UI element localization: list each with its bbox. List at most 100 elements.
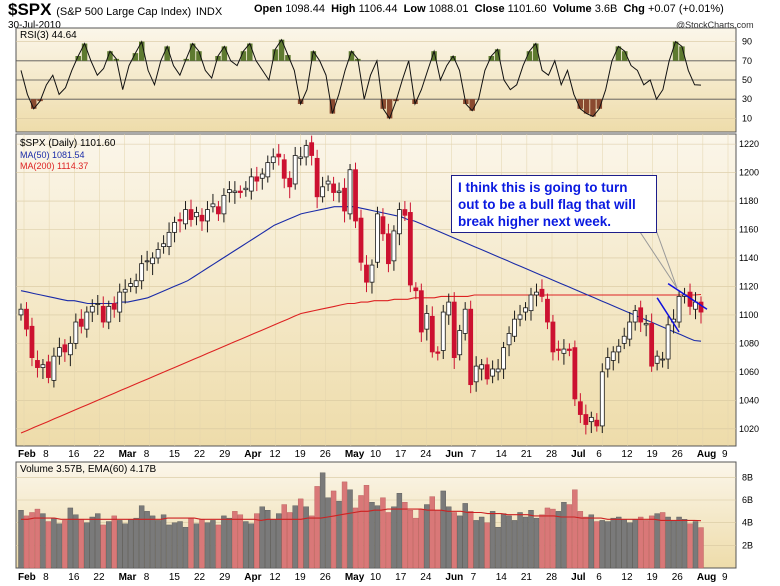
candle-body [375, 213, 380, 263]
volume-bar [29, 512, 35, 569]
x-tick-label: 17 [395, 572, 407, 583]
price-tick-label: 1160 [739, 225, 758, 235]
volume-bar [402, 502, 408, 569]
rsi-tick-label: 50 [742, 75, 752, 85]
candle-body [177, 219, 183, 222]
volume-bar [654, 513, 660, 569]
volume-bar [204, 522, 211, 569]
volume-bar [221, 515, 227, 569]
volume-bar [122, 523, 128, 569]
close-value: 1101.60 [507, 3, 547, 15]
candle-body [484, 364, 490, 380]
volume-bar [380, 497, 386, 569]
open-value: 1098.44 [285, 3, 325, 15]
volume-bar [330, 490, 337, 569]
volume-bar [133, 517, 139, 569]
volume-bar [182, 527, 189, 569]
candle-body [632, 310, 638, 323]
volume-bar [511, 520, 518, 569]
candle-body [276, 153, 282, 158]
volume-tick-label: 2B [742, 540, 753, 550]
volume-panel: 2B 4B 6B 8B Volume 3.57B, EMA(60) 4.17B Feb 8 1… [15, 461, 753, 583]
price-tick-label: 1120 [739, 281, 758, 291]
x-tick-label: 16 [68, 449, 80, 460]
price-tick-label: 1220 [739, 139, 759, 149]
volume-bar [336, 500, 342, 569]
x-tick-label: Feb [18, 449, 36, 460]
volume-bar [341, 481, 348, 569]
candle-body [237, 190, 243, 193]
volume-bar [435, 510, 441, 569]
volume-bar [659, 512, 666, 569]
volume-bar [484, 522, 490, 569]
candle-body [259, 173, 265, 179]
volume-bar [385, 512, 392, 569]
volume-bar [648, 515, 655, 569]
volume-bar [199, 519, 205, 569]
candle-body [435, 351, 441, 354]
volume-bar [144, 511, 150, 569]
index-name: (S&P 500 Large Cap Index) [56, 6, 192, 18]
volume-bar [193, 523, 200, 569]
candle-body [205, 209, 210, 222]
candle-body [451, 301, 457, 359]
x-tick-label: Feb [18, 572, 36, 583]
volume-bar [237, 514, 244, 569]
candle-body [556, 348, 561, 351]
x-tick-label: 16 [68, 572, 80, 583]
volume-bar [325, 497, 331, 569]
volume-title: Volume 3.57B, EMA(60) 4.17B [20, 464, 157, 475]
candle-body [424, 313, 430, 330]
candle-body [166, 231, 172, 247]
high-value: 1106.44 [358, 3, 398, 15]
volume-bar [457, 515, 463, 569]
candle-body [386, 233, 391, 265]
volume-bar [610, 517, 616, 569]
volume-bar [539, 514, 545, 569]
candle-body [188, 209, 194, 220]
price-tick-label: 1020 [739, 424, 759, 434]
volume-bar [73, 514, 79, 569]
candle-body [183, 209, 188, 225]
annotation-box: I think this is going to turn out to be … [451, 175, 657, 233]
x-tick-label: 26 [672, 449, 684, 460]
x-tick-label: 9 [722, 572, 728, 583]
x-tick-label: Jul [571, 572, 586, 583]
volume-bar [78, 519, 85, 569]
x-tick-label: 15 [169, 572, 181, 583]
candle-body [643, 323, 649, 326]
volume-bar [627, 522, 633, 569]
volume-bar [396, 493, 403, 569]
candle-body [528, 294, 534, 312]
candle-body [210, 203, 216, 208]
price-tick-label: 1140 [739, 253, 758, 263]
x-tick-label: 12 [621, 449, 633, 460]
volume-bar [643, 520, 649, 569]
volume-bar [517, 512, 523, 569]
volume-bar [555, 511, 562, 569]
volume-bar [95, 513, 101, 569]
candle-body [281, 159, 287, 179]
volume-bar [171, 522, 178, 569]
volume-bar [676, 516, 682, 569]
volume-bar [681, 519, 688, 569]
volume-bar [106, 521, 112, 569]
candle-body [605, 357, 611, 370]
volume-bar [599, 520, 605, 569]
candle-body [413, 287, 419, 292]
candle-body [18, 308, 24, 316]
candle-body [216, 206, 221, 215]
candle-body [270, 156, 276, 164]
volume-bar [616, 516, 622, 569]
x-tick-label: Aug [697, 449, 716, 460]
candle-body [457, 330, 463, 356]
candle-body [78, 318, 84, 327]
candle-body [490, 368, 496, 377]
x-tick-label: May [345, 449, 365, 460]
volume-bar [489, 511, 496, 569]
x-tick-label: 19 [647, 449, 659, 460]
rsi-tick-label: 70 [742, 56, 752, 66]
legend-entry: MA(50) 1081.54 [20, 150, 85, 160]
legend-entry: MA(200) 1114.37 [20, 161, 88, 171]
volume-bar [276, 513, 282, 569]
